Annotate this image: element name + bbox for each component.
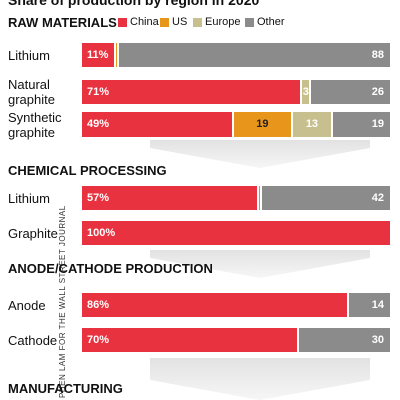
flow-arrow bbox=[150, 250, 370, 278]
legend-item: US bbox=[160, 16, 187, 28]
value-label: 30 bbox=[371, 334, 384, 346]
flow-arrow bbox=[150, 358, 370, 400]
bar-segment bbox=[233, 112, 293, 137]
value-label: 86% bbox=[87, 299, 110, 311]
row-label: Lithium bbox=[8, 190, 50, 206]
value-label: 49% bbox=[87, 118, 110, 130]
value-label: 3 bbox=[302, 86, 309, 98]
bar-segment bbox=[299, 328, 392, 352]
bar-segment bbox=[333, 112, 392, 137]
row-label: Synthetic graphite bbox=[8, 109, 62, 140]
row-label: Lithium bbox=[8, 47, 50, 63]
value-label: 26 bbox=[371, 86, 384, 98]
row-label: Cathode bbox=[8, 332, 58, 348]
bar-segment bbox=[82, 328, 299, 352]
section-header: ANODE/CATHODE PRODUCTION bbox=[8, 261, 213, 276]
section-header: MANUFACTURING bbox=[8, 381, 123, 396]
bar-segment bbox=[82, 112, 234, 137]
section-header: CHEMICAL PROCESSING bbox=[8, 163, 167, 178]
value-label: 19 bbox=[371, 118, 384, 130]
legend-label: Europe bbox=[205, 16, 241, 28]
bar-segment bbox=[258, 186, 262, 210]
value-label: 13 bbox=[305, 118, 319, 130]
section-header: RAW MATERIALS bbox=[8, 15, 117, 30]
bar-segment bbox=[311, 80, 392, 104]
bar-segment bbox=[292, 112, 334, 137]
bar-segment bbox=[261, 186, 392, 210]
legend-label: US bbox=[172, 16, 188, 28]
legend-swatch bbox=[245, 17, 254, 27]
legend-swatch bbox=[160, 17, 169, 27]
legend-item: China bbox=[118, 16, 159, 28]
bar-segment bbox=[82, 293, 349, 317]
bar-segment bbox=[119, 43, 392, 67]
legend-label: Other bbox=[257, 16, 285, 28]
bar-segment bbox=[82, 221, 392, 245]
value-label: 42 bbox=[371, 192, 384, 204]
bar-segment bbox=[82, 80, 303, 104]
value-label: 14 bbox=[371, 299, 384, 311]
value-label: 57% bbox=[87, 192, 110, 204]
bar-segment bbox=[116, 43, 120, 67]
bar-segment bbox=[348, 293, 392, 317]
row-label: Anode bbox=[8, 297, 46, 313]
row-label: Natural graphite bbox=[8, 77, 55, 107]
legend-swatch bbox=[118, 17, 127, 27]
legend-item: Other bbox=[245, 16, 285, 28]
value-label: 100% bbox=[87, 227, 116, 239]
value-label: 70% bbox=[87, 334, 110, 346]
legend-label: China bbox=[130, 16, 159, 28]
legend-swatch bbox=[193, 17, 202, 27]
bar-segment bbox=[82, 43, 117, 67]
chart-title: Share of production by region in 2020 bbox=[8, 0, 260, 8]
bar-segment bbox=[82, 186, 259, 210]
value-label: 11% bbox=[87, 49, 109, 61]
legend-item: Europe bbox=[193, 16, 240, 28]
value-label: 88 bbox=[371, 49, 384, 61]
bar-segment bbox=[302, 80, 312, 104]
value-label: 71% bbox=[87, 86, 110, 98]
flow-arrow bbox=[150, 140, 370, 168]
value-label: 19 bbox=[256, 118, 269, 130]
row-label: Graphite bbox=[8, 225, 58, 241]
